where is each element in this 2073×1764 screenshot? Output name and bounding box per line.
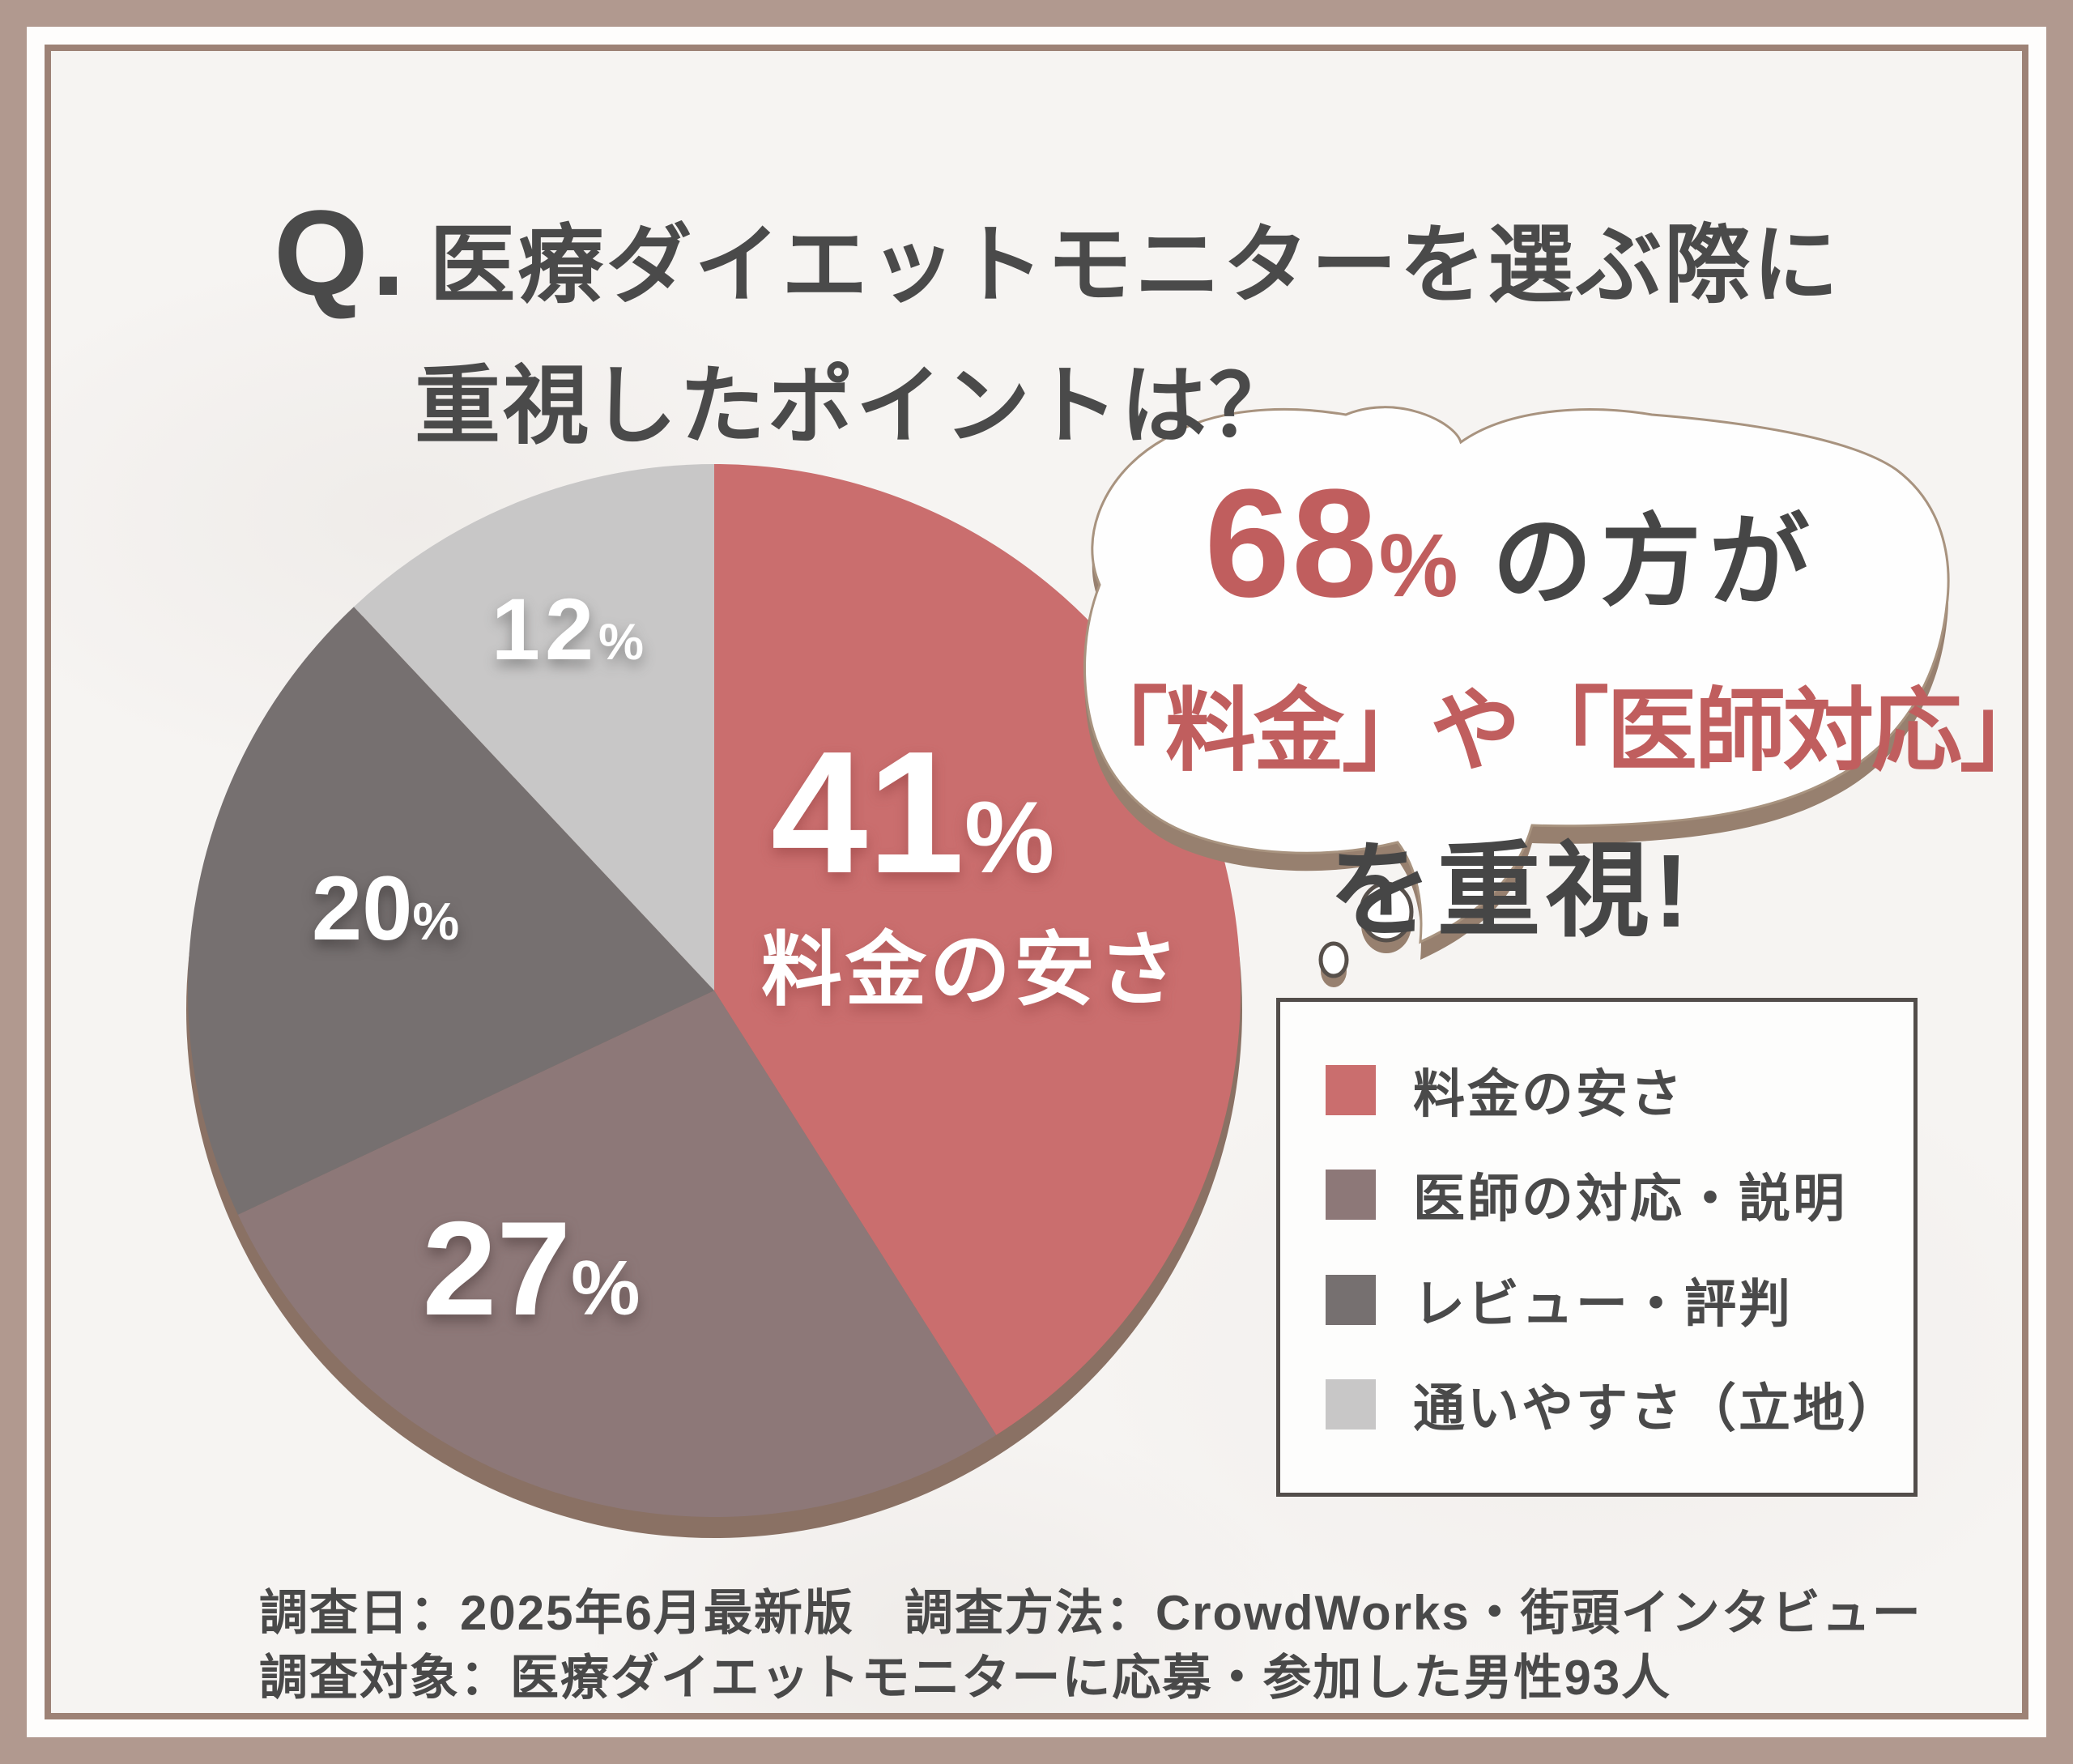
pie-slice-1 xyxy=(237,991,997,1517)
chart-legend: 料金の安さ 医師の対応・説明 レビュー・評判 通いやすさ（立地） xyxy=(1276,998,1918,1497)
thought-bubble-body xyxy=(1083,406,1950,944)
thought-bubble-dot-large xyxy=(1359,881,1414,943)
legend-item-doctor: 医師の対応・説明 xyxy=(1326,1157,1889,1232)
bubble-highlight-line: 「料金」や「医師対応」 xyxy=(1077,680,2050,782)
legend-label-access: 通いやすさ（立地） xyxy=(1413,1378,1901,1438)
survey-metadata-line1: 調査日：2025年6月最新版 調査方法：CrowdWorks・街頭インタビュー xyxy=(259,1586,1922,1640)
legend-swatch-doctor xyxy=(1326,1170,1376,1221)
bubble-stat-line: 68 % の方が xyxy=(1077,455,1945,648)
thought-bubble-text: 68 % の方が 「料金」や「医師対応」 を重視! xyxy=(1077,455,2050,957)
legend-label-fee: 料金の安さ xyxy=(1413,1065,1684,1124)
bubble-percent-value: 68 xyxy=(1204,458,1379,629)
pie-slice-label-2: 20% xyxy=(312,858,459,959)
survey-metadata: 調査日：2025年6月最新版 調査方法：CrowdWorks・街頭インタビュー … xyxy=(259,1581,1922,1711)
pie-slice-label-1: 27% xyxy=(423,1194,641,1343)
survey-metadata-line2: 調査対象：医療ダイエットモニターに応募・参加した男性93人 xyxy=(259,1651,1672,1705)
pie-slice-category-label: 料金の安さ xyxy=(761,925,1182,1016)
page-title-text: 医療ダイエットモニターを選ぶ際に xyxy=(429,218,1841,313)
page-title-line1: Q. 医療ダイエットモニターを選ぶ際に xyxy=(274,183,1841,323)
legend-item-access: 通いやすさ（立地） xyxy=(1326,1367,1899,1442)
thought-bubble xyxy=(1083,406,1950,987)
legend-swatch-review xyxy=(1326,1274,1376,1325)
page-title-line2: 重視したポイントは？ xyxy=(415,359,1297,454)
legend-item-review: レビュー・評判 xyxy=(1326,1263,1889,1337)
pie-slice-label-3: 12% xyxy=(492,580,649,678)
question-prefix: Q. xyxy=(274,185,409,321)
legend-swatch-access xyxy=(1326,1378,1376,1430)
bubble-conclusion-line: を重視! xyxy=(1328,833,1694,949)
legend-swatch-fee xyxy=(1326,1065,1376,1116)
pie-slice-2 xyxy=(188,607,714,1215)
legend-item-fee: 料金の安さ xyxy=(1326,1053,1889,1127)
legend-label-review: レビュー・評判 xyxy=(1413,1274,1793,1333)
thought-bubble-dot-small xyxy=(1318,941,1349,978)
bubble-percent-sign: % xyxy=(1378,516,1458,616)
pie-slice-label-0: 41% xyxy=(771,714,1054,910)
legend-label-doctor: 医師の対応・説明 xyxy=(1413,1170,1847,1229)
bubble-stat-suffix: の方が xyxy=(1492,506,1818,618)
pie-slice-3 xyxy=(354,463,714,991)
